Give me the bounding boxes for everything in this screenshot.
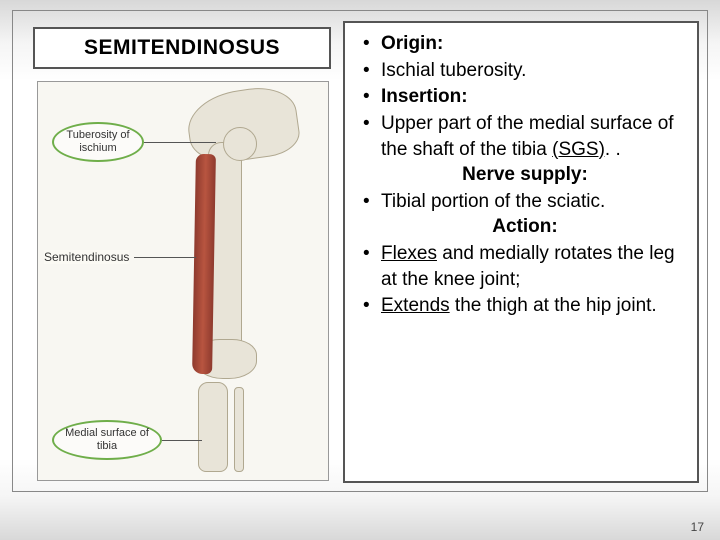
content-panel: Origin:Ischial tuberosity.Insertion:Uppe…: [343, 21, 699, 483]
content-item-6: Extends the thigh at the hip joint.: [363, 293, 687, 319]
femur-head: [223, 127, 257, 161]
callout-tuberosity-label: Tuberosity of ischium: [60, 129, 136, 154]
content-item-0: Origin:: [363, 31, 687, 57]
callout-tibia-surface: Medial surface of tibia: [52, 420, 162, 460]
content-list: Origin:Ischial tuberosity.Insertion:Uppe…: [363, 31, 687, 319]
semitendinosus-muscle: [192, 154, 216, 374]
title-box: SEMITENDINOSUS: [33, 27, 331, 69]
fibula-shape: [234, 387, 244, 472]
tibia-shape: [198, 382, 228, 472]
content-item-5: Flexes and medially rotates the leg at t…: [363, 241, 687, 292]
page-number: 17: [691, 520, 704, 534]
content-item-1: Ischial tuberosity.: [363, 58, 687, 84]
anatomy-diagram: Tuberosity of ischium Semitendinosus Med…: [37, 81, 329, 481]
content-item-2: Insertion:: [363, 84, 687, 110]
slide-title: SEMITENDINOSUS: [84, 36, 280, 60]
anatomy-canvas: Tuberosity of ischium Semitendinosus Med…: [38, 82, 328, 480]
content-item-4: Tibial portion of the sciatic.Action:: [363, 189, 687, 240]
callout-tibia-label: Medial surface of tibia: [60, 427, 154, 452]
pointer-line-top: [144, 142, 216, 143]
slide-frame: SEMITENDINOSUS Tuberosity of ischium Sem…: [12, 10, 708, 492]
pointer-line-mid: [134, 257, 196, 258]
content-item-3: Upper part of the medial surface of the …: [363, 111, 687, 188]
label-semitendinosus: Semitendinosus: [44, 250, 129, 264]
callout-tuberosity: Tuberosity of ischium: [52, 122, 144, 162]
pointer-line-bottom: [162, 440, 202, 441]
